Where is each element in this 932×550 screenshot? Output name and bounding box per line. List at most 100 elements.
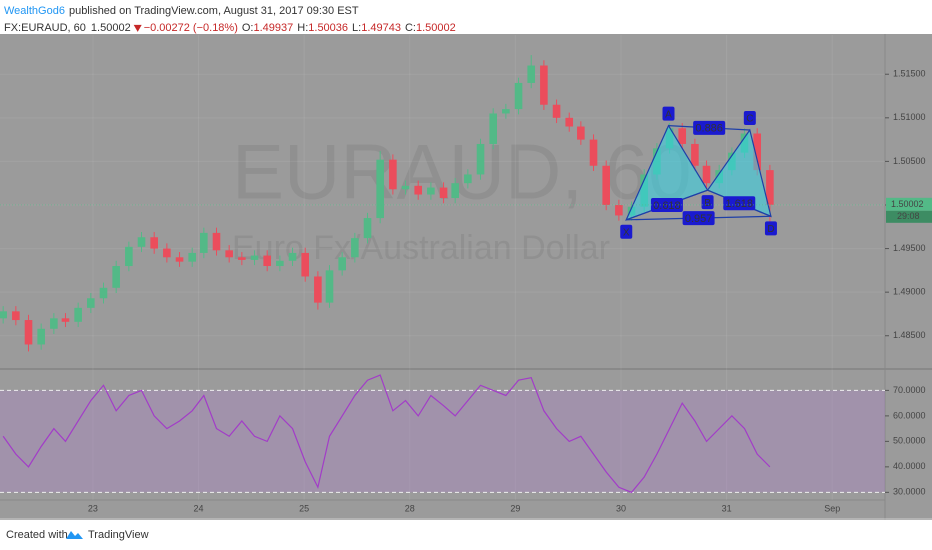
candle-body: [125, 246, 133, 267]
candle-body: [439, 187, 448, 199]
candle-body: [489, 113, 497, 144]
x-tick-label: 29: [510, 503, 520, 513]
watermark: EURAUD, 60: [232, 128, 691, 216]
candle-body: [427, 187, 435, 195]
last-price-box: [886, 197, 932, 211]
y-tick-label: 60.0000: [893, 410, 926, 420]
point-box: [701, 195, 714, 210]
candle-body: [12, 311, 20, 321]
y-tick-label: 40.0000: [893, 461, 926, 471]
ratio-box: [723, 196, 756, 211]
candle-body: [37, 328, 45, 345]
candle-body: [602, 165, 610, 205]
candle-body: [527, 65, 536, 83]
point-label: B: [704, 198, 711, 209]
rsi-band: [0, 390, 885, 493]
ratio-label: 0.886: [695, 123, 723, 135]
y-tick-label: 1.51000: [893, 112, 926, 122]
ratio-label: 0.957: [685, 213, 713, 225]
candle-body: [577, 126, 585, 140]
candle-body: [678, 128, 687, 144]
point-box: [620, 224, 633, 239]
candle-body: [74, 307, 82, 322]
candle-body: [338, 257, 346, 271]
candle-body: [225, 250, 233, 258]
point-label: X: [623, 227, 630, 238]
x-tick-label: 28: [405, 503, 415, 513]
candle-body: [163, 248, 171, 258]
candle-body: [99, 287, 108, 299]
ohlc-label: C:: [405, 22, 416, 34]
ohlc-label: O:: [242, 22, 254, 34]
candle-body: [150, 237, 158, 249]
y-tick-label: 1.48500: [893, 330, 926, 340]
chart-background: [0, 34, 932, 520]
y-tick-label: 30.0000: [893, 487, 926, 497]
ohlc-value: 1.49743: [361, 22, 401, 34]
point-box: [743, 111, 756, 126]
candle-body: [200, 232, 208, 253]
candle-body: [314, 276, 322, 303]
ratio-label: 0.618: [653, 200, 681, 212]
candle-body: [502, 109, 510, 114]
candle-body: [61, 318, 70, 322]
candle-body: [401, 185, 410, 190]
candle-body: [476, 143, 485, 175]
y-tick-label: 1.49000: [893, 287, 926, 297]
ratio-box: [682, 211, 715, 226]
x-tick-label: 31: [722, 503, 732, 513]
ohlc-label: L:: [352, 22, 361, 34]
point-label: A: [665, 109, 672, 120]
ohlc-value: 1.50036: [308, 22, 348, 34]
candle-body: [325, 270, 334, 303]
watermark: Euro Fx/Australian Dollar: [232, 229, 610, 267]
candle-body: [50, 318, 58, 329]
y-tick-label: 1.50500: [893, 156, 926, 166]
candle-body: [351, 238, 359, 258]
candle-body: [753, 133, 762, 171]
candle-body: [363, 218, 372, 239]
published: published on TradingView.com, August 31,…: [69, 5, 359, 17]
candle-body: [691, 143, 699, 166]
candle-body: [540, 65, 548, 105]
ohlc-label: H:: [297, 22, 308, 34]
y-tick-label: 1.49500: [893, 243, 926, 253]
candle-body: [766, 170, 774, 205]
countdown-box: [886, 210, 932, 223]
x-tick-label: 24: [194, 503, 204, 513]
down-arrow: [133, 24, 142, 32]
candle-body: [552, 104, 561, 118]
candle-body: [238, 257, 246, 260]
y-tick-label: 50.0000: [893, 436, 926, 446]
candle-body: [276, 260, 284, 267]
candle-body: [464, 174, 472, 184]
candle-body: [175, 257, 184, 262]
price: 1.50002: [91, 22, 131, 34]
symbol: FX:EURAUD, 60: [4, 22, 86, 34]
countdown: 29:08: [897, 211, 920, 221]
last-price-label: 1.50002: [891, 199, 924, 209]
header-line: WealthGod6 published on TradingView.com, …: [4, 5, 359, 17]
point-box: [662, 106, 675, 121]
author[interactable]: WealthGod6: [4, 5, 65, 17]
candle-body: [615, 204, 623, 216]
candle-body: [565, 117, 574, 127]
candle-body: [188, 252, 197, 262]
x-tick-label: Sep: [824, 503, 840, 513]
point-label: C: [746, 114, 753, 125]
candle-body: [589, 139, 598, 166]
ohlc-value: 1.50002: [416, 22, 456, 34]
candle-body: [87, 298, 95, 308]
candle-body: [389, 159, 397, 190]
candle-body: [376, 159, 384, 219]
footer-brand[interactable]: TradingView: [88, 529, 149, 541]
footer-created: Created with: [6, 529, 68, 541]
candle-body: [702, 165, 711, 184]
candle-body: [451, 183, 459, 199]
ohlc-value: 1.49937: [254, 22, 294, 34]
rsi-line: [2, 374, 771, 494]
candle-body: [288, 252, 297, 261]
ratio-label: 1.618: [725, 198, 753, 210]
point-label: D: [767, 224, 774, 235]
